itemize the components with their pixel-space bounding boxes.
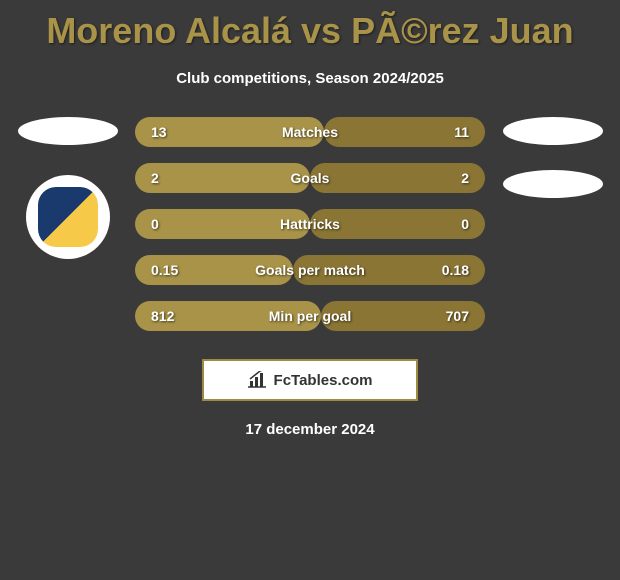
stat-right-value: 707 [446,308,469,324]
player-a-club-badge [26,175,110,259]
stat-bar-right-fill [310,163,485,193]
stat-label: Matches [282,124,338,140]
stat-label: Hattricks [280,216,340,232]
content-row: 13 Matches 11 2 Goals 2 0 Hattricks 0 0.15 Goals p… [0,117,620,331]
stat-bar: 13 Matches 11 [135,117,485,147]
stat-left-value: 0 [151,216,159,232]
stat-label: Min per goal [269,308,351,324]
right-badges-column [485,117,620,198]
stat-right-value: 11 [454,124,469,140]
player-a-badge-top [18,117,118,145]
stat-bar: 0.15 Goals per match 0.18 [135,255,485,285]
comparison-card: Moreno Alcalá vs PÃ©rez Juan Club compet… [0,0,620,580]
stat-left-value: 13 [151,124,167,140]
stat-left-value: 2 [151,170,159,186]
player-b-badge-bottom [503,170,603,198]
stat-right-value: 0 [461,216,469,232]
stat-label: Goals [291,170,330,186]
stat-bar-left-fill [135,163,310,193]
stat-right-value: 2 [461,170,469,186]
left-badges-column [0,117,135,259]
page-title: Moreno Alcalá vs PÃ©rez Juan [0,0,620,52]
stat-bar: 0 Hattricks 0 [135,209,485,239]
stat-left-value: 0.15 [151,262,178,278]
player-b-badge-top [503,117,603,145]
stat-bar: 812 Min per goal 707 [135,301,485,331]
stats-area: 13 Matches 11 2 Goals 2 0 Hattricks 0 0.15 Goals p… [135,117,485,331]
stat-bar: 2 Goals 2 [135,163,485,193]
subtitle: Club competitions, Season 2024/2025 [0,70,620,87]
footer-brand-box[interactable]: FcTables.com [202,359,418,401]
stat-left-value: 812 [151,308,174,324]
club-logo [38,187,98,247]
stat-right-value: 0.18 [442,262,469,278]
date-text: 17 december 2024 [0,421,620,438]
chart-icon [248,371,268,389]
stat-label: Goals per match [255,262,365,278]
footer-brand-text: FcTables.com [274,372,373,389]
